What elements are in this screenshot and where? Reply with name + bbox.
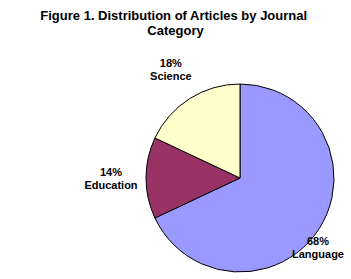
svg-text:Figure 1. Distribution of Arti: Figure 1. Distribution of Articles by Jo… bbox=[40, 8, 310, 23]
svg-text:Science: Science bbox=[150, 70, 192, 82]
svg-text:Category: Category bbox=[147, 23, 204, 38]
svg-text:14%: 14% bbox=[100, 166, 122, 178]
svg-text:18%: 18% bbox=[160, 57, 182, 69]
svg-text:Education: Education bbox=[84, 179, 137, 191]
svg-text:Language: Language bbox=[292, 248, 344, 260]
svg-text:68%: 68% bbox=[307, 235, 329, 247]
